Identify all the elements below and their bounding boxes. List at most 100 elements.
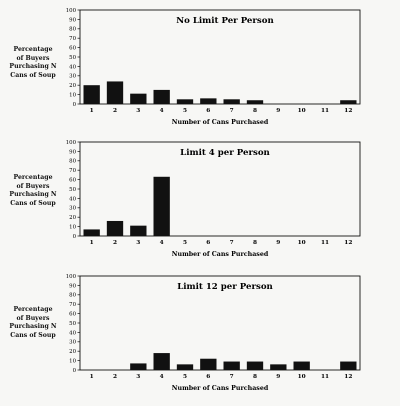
y-tick-label: 90 [69, 17, 76, 23]
chart-panel-limit-12: Percentage of Buyers Purchasing N Cans o… [0, 272, 400, 406]
y-axis-label-line: Purchasing N [9, 191, 57, 199]
chart-title: No Limit Per Person [176, 16, 274, 26]
y-tick-label: 60 [69, 178, 76, 184]
x-tick-label: 10 [298, 240, 306, 246]
bar [246, 100, 264, 104]
x-tick-label: 9 [276, 240, 280, 246]
bar [153, 89, 170, 104]
chart-panel-no-limit: Percentage of Buyers Purchasing N Cans o… [0, 6, 400, 140]
x-tick-label: 2 [113, 240, 117, 246]
y-tick-label: 20 [69, 349, 76, 355]
x-tick-label: 7 [230, 240, 234, 246]
y-tick-label: 0 [73, 234, 77, 240]
y-tick-label: 100 [66, 140, 77, 146]
y-tick-label: 50 [69, 55, 76, 61]
x-axis-title: Number of Cans Purchased [172, 385, 269, 392]
bar [176, 99, 194, 104]
x-tick-label: 5 [183, 374, 187, 380]
y-axis-label-line: of Buyers [16, 314, 50, 322]
x-tick-label: 11 [321, 374, 329, 380]
y-tick-label: 60 [69, 312, 76, 318]
y-tick-label: 60 [69, 46, 76, 52]
y-axis-label-line: Percentage [13, 174, 53, 181]
y-tick-label: 10 [69, 225, 76, 231]
bar [130, 93, 147, 104]
x-axis-title: Number of Cans Purchased [172, 119, 269, 126]
x-tick-label: 5 [183, 240, 187, 246]
y-tick-label: 50 [69, 321, 76, 327]
x-tick-label: 4 [160, 108, 164, 114]
x-tick-label: 3 [136, 374, 140, 380]
y-tick-label: 70 [69, 302, 76, 308]
x-tick-label: 1 [90, 240, 94, 246]
y-axis-label-line: Purchasing N [9, 63, 57, 71]
chart-title: Limit 4 per Person [180, 148, 270, 158]
y-tick-label: 100 [66, 274, 77, 280]
y-tick-label: 50 [69, 187, 76, 193]
bar [130, 225, 147, 236]
x-axis-title: Number of Cans Purchased [172, 251, 269, 258]
y-axis-label: Percentage of Buyers Purchasing N Cans o… [0, 46, 66, 80]
y-tick-label: 40 [69, 64, 76, 70]
bar [153, 353, 170, 370]
bar [246, 361, 264, 370]
y-axis-label-line: of Buyers [16, 182, 50, 190]
x-tick-label: 1 [90, 108, 94, 114]
bar [293, 361, 310, 370]
x-tick-label: 6 [206, 108, 210, 114]
bar [83, 85, 100, 104]
x-tick-label: 6 [206, 240, 210, 246]
bar [130, 363, 147, 370]
x-tick-label: 3 [136, 108, 140, 114]
x-tick-label: 10 [298, 374, 306, 380]
y-tick-label: 40 [69, 330, 76, 336]
bar [106, 220, 124, 236]
y-axis-label: Percentage of Buyers Purchasing N Cans o… [0, 306, 66, 340]
y-tick-label: 100 [66, 8, 77, 14]
chart-title: Limit 12 per Person [177, 282, 273, 292]
y-tick-label: 80 [69, 27, 76, 33]
bar [200, 98, 217, 104]
y-tick-label: 20 [69, 215, 76, 221]
y-tick-label: 40 [69, 196, 76, 202]
x-tick-label: 12 [344, 374, 352, 380]
y-tick-label: 10 [69, 93, 76, 99]
x-tick-label: 8 [253, 108, 257, 114]
x-tick-label: 10 [298, 108, 306, 114]
bar [176, 364, 194, 370]
y-tick-label: 90 [69, 149, 76, 155]
x-tick-label: 11 [321, 240, 329, 246]
bar [223, 99, 240, 104]
x-tick-label: 5 [183, 108, 187, 114]
x-tick-label: 6 [206, 374, 210, 380]
y-tick-label: 10 [69, 359, 76, 365]
y-axis-label-line: Cans of Soup [10, 331, 56, 339]
x-tick-label: 11 [321, 108, 329, 114]
x-tick-label: 9 [276, 374, 280, 380]
x-tick-label: 2 [113, 374, 117, 380]
y-axis-label-line: Cans of Soup [10, 199, 56, 207]
bar [340, 361, 357, 370]
x-tick-label: 4 [160, 240, 164, 246]
x-tick-label: 3 [136, 240, 140, 246]
x-tick-label: 2 [113, 108, 117, 114]
bar [83, 229, 100, 236]
y-tick-label: 20 [69, 83, 76, 89]
bar [340, 100, 357, 104]
y-tick-label: 80 [69, 159, 76, 165]
bar [106, 81, 124, 104]
x-tick-label: 8 [253, 240, 257, 246]
x-tick-label: 7 [230, 374, 234, 380]
y-axis-label-line: Purchasing N [9, 323, 57, 331]
x-tick-label: 1 [90, 374, 94, 380]
y-axis-label-line: Percentage [13, 46, 53, 53]
y-tick-label: 90 [69, 283, 76, 289]
y-tick-label: 30 [69, 340, 76, 346]
y-tick-label: 70 [69, 168, 76, 174]
y-tick-label: 30 [69, 206, 76, 212]
bar [200, 358, 217, 370]
y-tick-label: 80 [69, 293, 76, 299]
